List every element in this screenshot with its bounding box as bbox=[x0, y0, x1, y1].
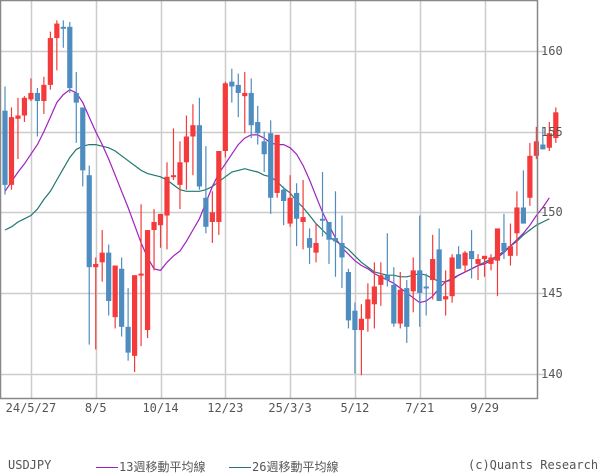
symbol-label: USDJPY bbox=[8, 458, 52, 472]
x-tick-label: 9/29 bbox=[470, 401, 499, 415]
grid-lines bbox=[0, 0, 545, 398]
x-tick-label: 5/12 bbox=[340, 401, 370, 415]
ma13-legend-label: 13週移動平均線 bbox=[119, 460, 206, 474]
y-tick-label: 160 bbox=[541, 44, 563, 58]
y-tick-label: 155 bbox=[541, 124, 563, 139]
y-tick-label: 140 bbox=[541, 366, 563, 381]
x-tick-label: 25/3/3 bbox=[268, 401, 312, 415]
credit-text: (c)Quants Research bbox=[468, 458, 599, 472]
y-tick-label: 150 bbox=[541, 205, 563, 220]
x-tick-label: 24/5/27 bbox=[5, 401, 57, 415]
ma26-legend-label: 26週移動平均線 bbox=[252, 460, 339, 474]
candles bbox=[2, 20, 559, 376]
ma13-legend-swatch bbox=[96, 467, 118, 468]
ma26-legend-swatch bbox=[229, 467, 251, 468]
x-tick-label: 8/5 bbox=[84, 401, 107, 415]
legend-ma26: 26週移動平均線 bbox=[229, 458, 338, 475]
plot-frame bbox=[0, 0, 539, 400]
x-tick-label: 10/14 bbox=[142, 401, 179, 415]
x-tick-label: 12/23 bbox=[207, 401, 244, 415]
y-tick-label: 145 bbox=[541, 285, 563, 300]
legend-ma13: 13週移動平均線 bbox=[96, 458, 205, 475]
x-tick-label: 7/21 bbox=[405, 401, 435, 415]
